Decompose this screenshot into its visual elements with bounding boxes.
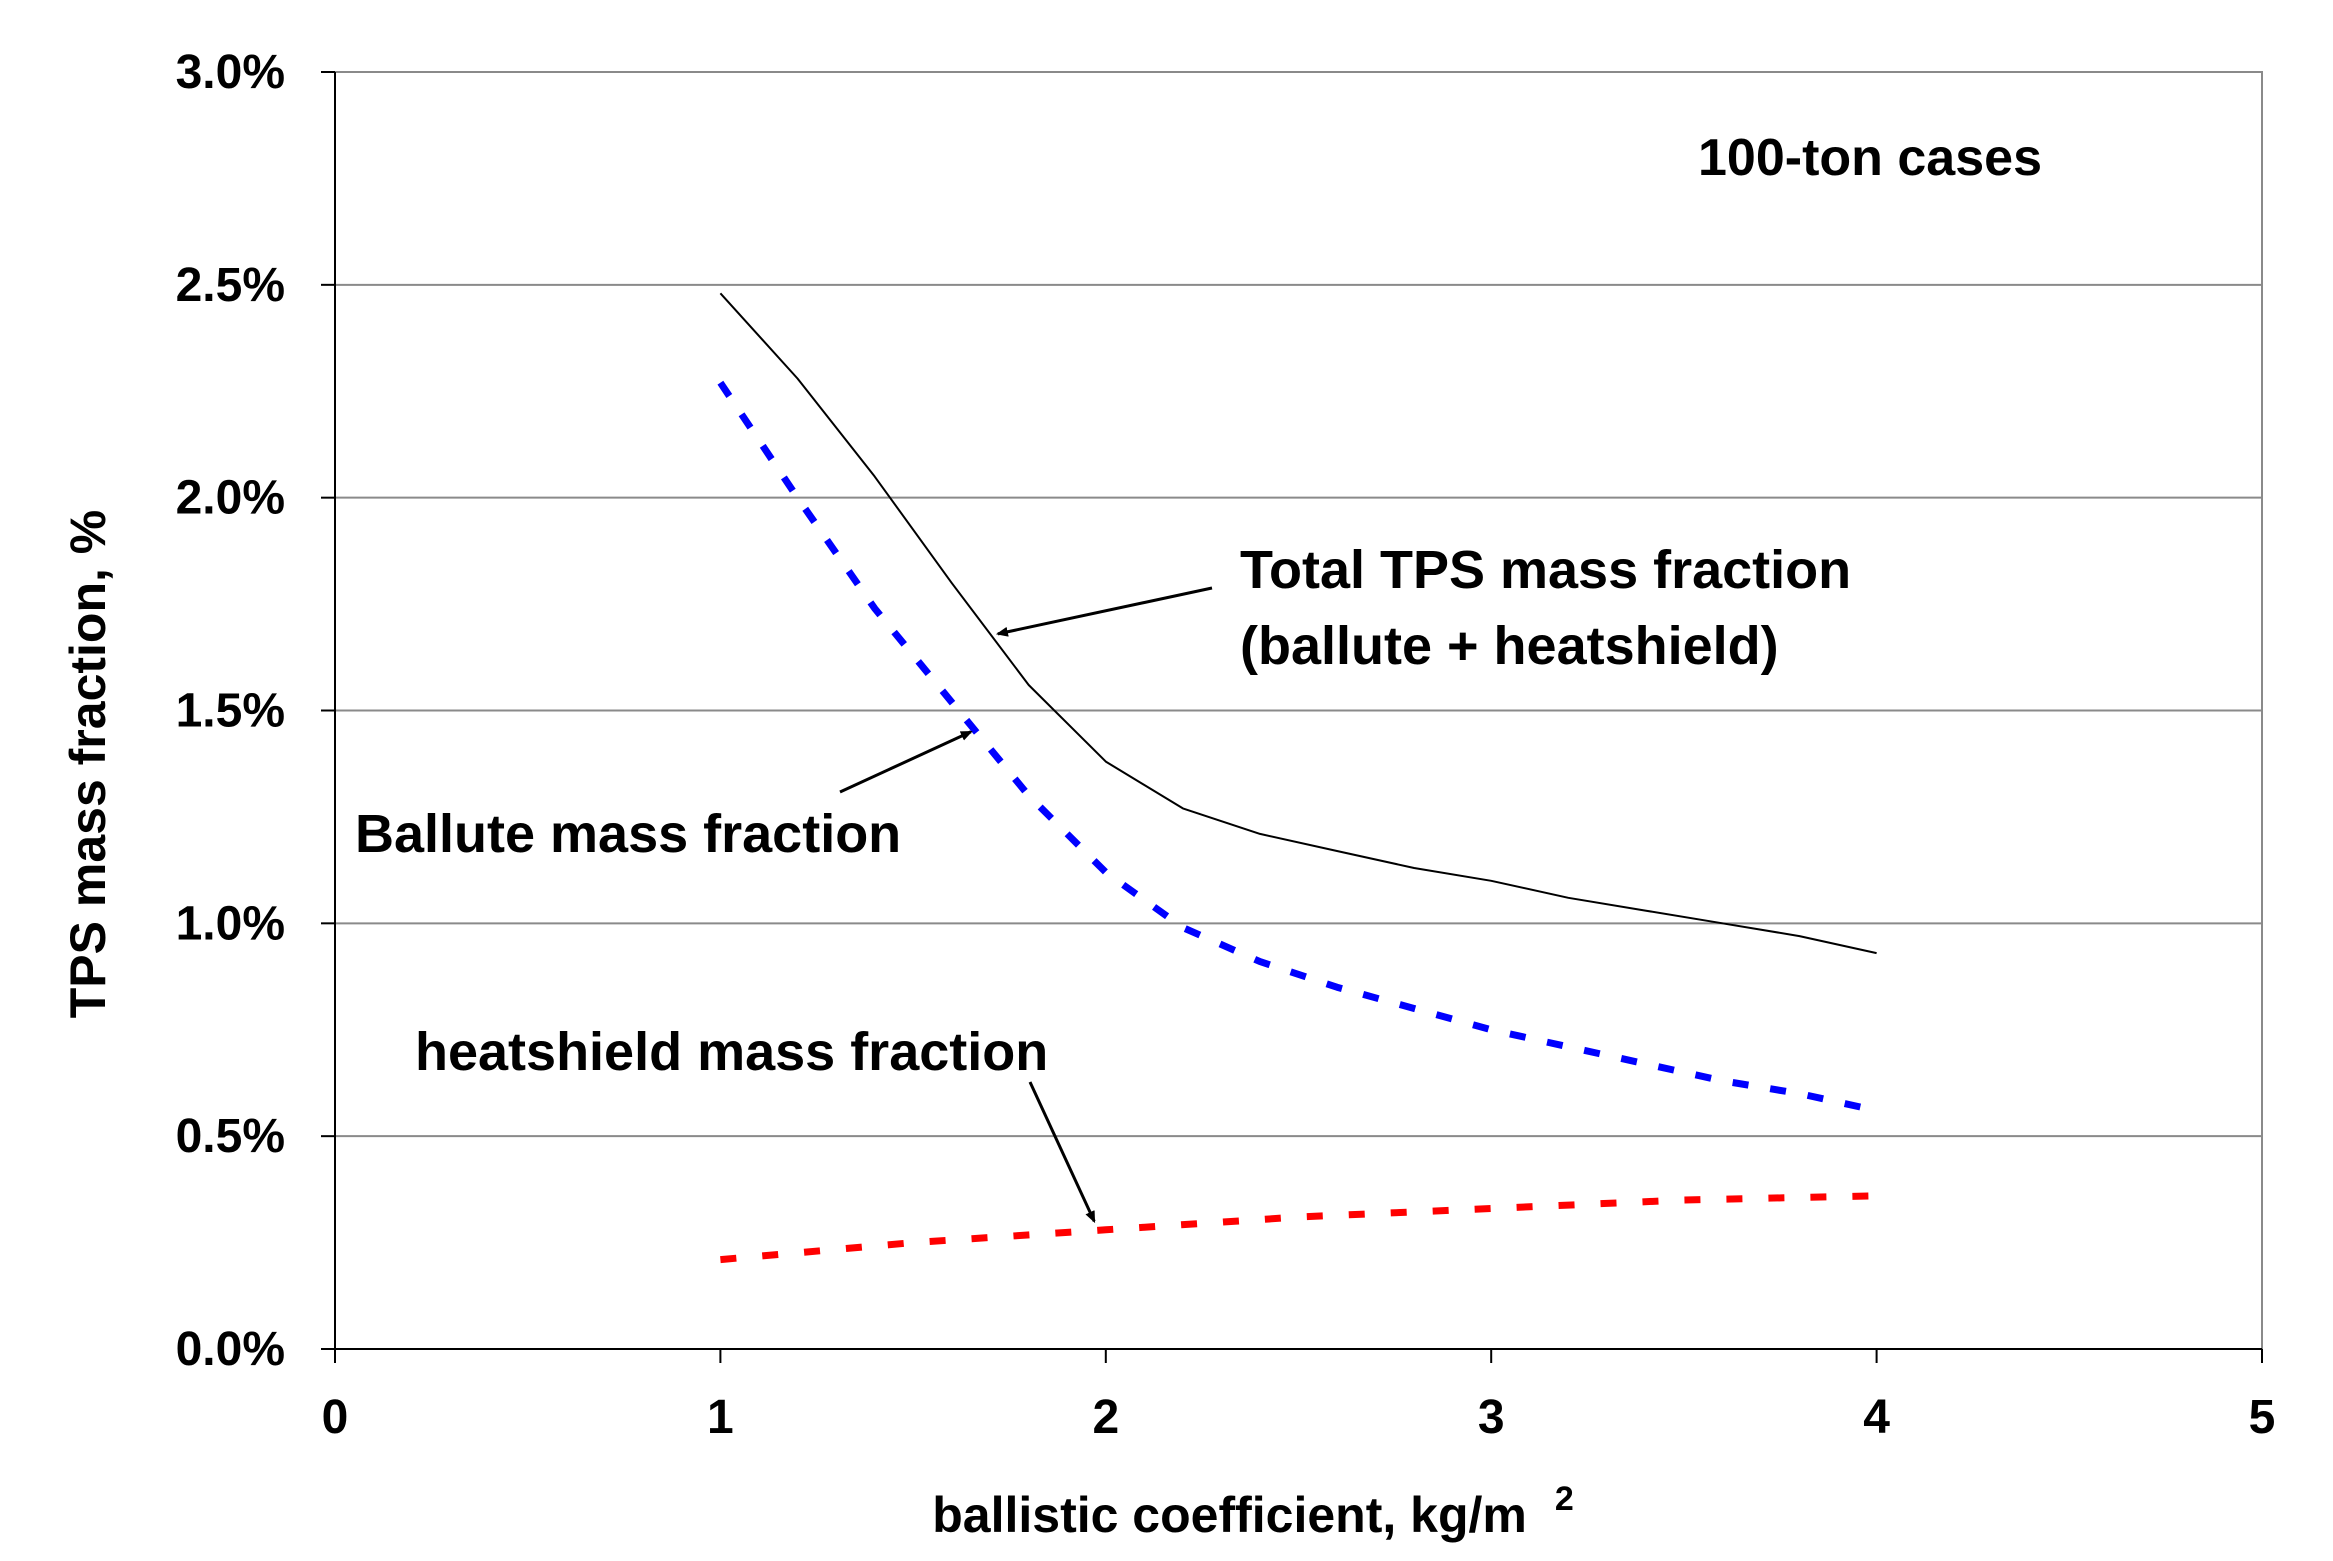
point-total-1: [797, 378, 798, 379]
point-heatshield-0: [720, 1259, 721, 1260]
series-ballute: [717, 380, 1878, 1115]
point-ballute-5: [1105, 872, 1106, 873]
point-heatshield-2: [1105, 1229, 1106, 1230]
y-axis: 0.0% 0.5% 1.0% 1.5% 2.0% 2.5% 3.0%: [176, 46, 336, 1376]
point-total-14: [1799, 936, 1800, 937]
point-heatshield-4: [1491, 1208, 1492, 1209]
point-total-11: [1568, 897, 1569, 898]
point-heatshield-6: [1876, 1195, 1877, 1196]
point-total-3: [951, 582, 952, 583]
point-heatshield-5: [1683, 1200, 1684, 1201]
point-total-7: [1259, 833, 1260, 834]
point-total-8: [1337, 850, 1338, 851]
point-ballute-1: [797, 497, 798, 498]
y-tick-label-3: 1.5%: [176, 685, 285, 738]
annotation-arrow-2: [1028, 1081, 1096, 1224]
point-total-10: [1491, 880, 1492, 881]
y-tick-label-4: 2.0%: [176, 472, 285, 525]
annotation-line-2-0: heatshield mass fraction: [415, 1022, 1048, 1082]
point-total-13: [1722, 923, 1723, 924]
annotation-line-1-0: Ballute mass fraction: [355, 804, 901, 864]
y-axis-title: TPS mass fraction, %: [60, 510, 116, 1019]
y-tick-label-0: 0.0%: [176, 1323, 285, 1376]
annotation-arrow-0: [995, 586, 1213, 637]
y-tick-label-1: 0.5%: [176, 1110, 285, 1163]
x-tick-label-4: 4: [1863, 1391, 1890, 1444]
series-line-ballute: [717, 380, 1878, 1115]
case-label: 100-ton cases: [1698, 129, 2042, 187]
point-ballute-3: [951, 701, 952, 702]
point-total-15: [1876, 953, 1877, 954]
series-line-heatshield: [720, 1192, 1877, 1264]
point-ballute-8: [1337, 987, 1338, 988]
x-tick-label-0: 0: [322, 1391, 349, 1444]
series-layer: [717, 292, 1878, 1264]
point-total-12: [1645, 910, 1646, 911]
annotation-text-0: Total TPS mass fraction (ballute + heatsh…: [1240, 540, 1851, 676]
point-total-4: [1028, 684, 1029, 685]
x-axis: 0 1 2 3 4 5: [322, 1348, 2276, 1444]
x-tick-label-5: 5: [2249, 1391, 2276, 1444]
annotation-2: heatshield mass fraction: [415, 1022, 1096, 1224]
x-axis-title: ballistic coefficient, kg/m 2: [932, 1480, 1574, 1543]
x-axis-title-superscript: 2: [1555, 1480, 1574, 1518]
annotation-1: Ballute mass fraction: [355, 730, 973, 864]
point-total-5: [1105, 761, 1106, 762]
y-tick-label-6: 3.0%: [176, 46, 285, 99]
point-total-0: [720, 293, 721, 294]
series-total: [719, 292, 1877, 955]
x-axis-title-text: ballistic coefficient, kg/m: [932, 1487, 1527, 1543]
annotation-text-2: heatshield mass fraction: [415, 1022, 1048, 1082]
point-ballute-10: [1491, 1029, 1492, 1030]
x-tick-label-2: 2: [1092, 1391, 1119, 1444]
point-ballute-0: [720, 382, 721, 383]
point-ballute-12: [1645, 1063, 1646, 1064]
annotation-layer: Total TPS mass fraction (ballute + heatsh…: [355, 540, 1851, 1224]
point-ballute-13: [1722, 1080, 1723, 1081]
annotation-line-0-1: (ballute + heatshield): [1240, 616, 1779, 676]
y-tick-label-2: 1.0%: [176, 897, 285, 950]
point-heatshield-3: [1298, 1217, 1299, 1218]
point-ballute-7: [1259, 961, 1260, 962]
annotation-line-0-0: Total TPS mass fraction: [1240, 540, 1851, 600]
point-ballute-15: [1876, 1110, 1877, 1111]
point-ballute-9: [1414, 1008, 1415, 1009]
series-line-total: [719, 292, 1877, 955]
point-total-9: [1414, 867, 1415, 868]
point-ballute-4: [1028, 795, 1029, 796]
series-heatshield: [720, 1192, 1877, 1264]
y-tick-label-5: 2.5%: [176, 259, 285, 312]
point-ballute-14: [1799, 1093, 1800, 1094]
point-total-6: [1182, 808, 1183, 809]
point-ballute-6: [1182, 927, 1183, 928]
annotation-arrow-1: [839, 730, 973, 794]
annotation-0: Total TPS mass fraction (ballute + heatsh…: [995, 540, 1851, 676]
point-ballute-11: [1568, 1046, 1569, 1047]
x-tick-label-1: 1: [707, 1391, 734, 1444]
annotation-text-1: Ballute mass fraction: [355, 804, 901, 864]
point-heatshield-1: [913, 1242, 914, 1243]
point-total-2: [874, 476, 875, 477]
x-tick-label-3: 3: [1478, 1391, 1505, 1444]
point-ballute-2: [874, 608, 875, 609]
